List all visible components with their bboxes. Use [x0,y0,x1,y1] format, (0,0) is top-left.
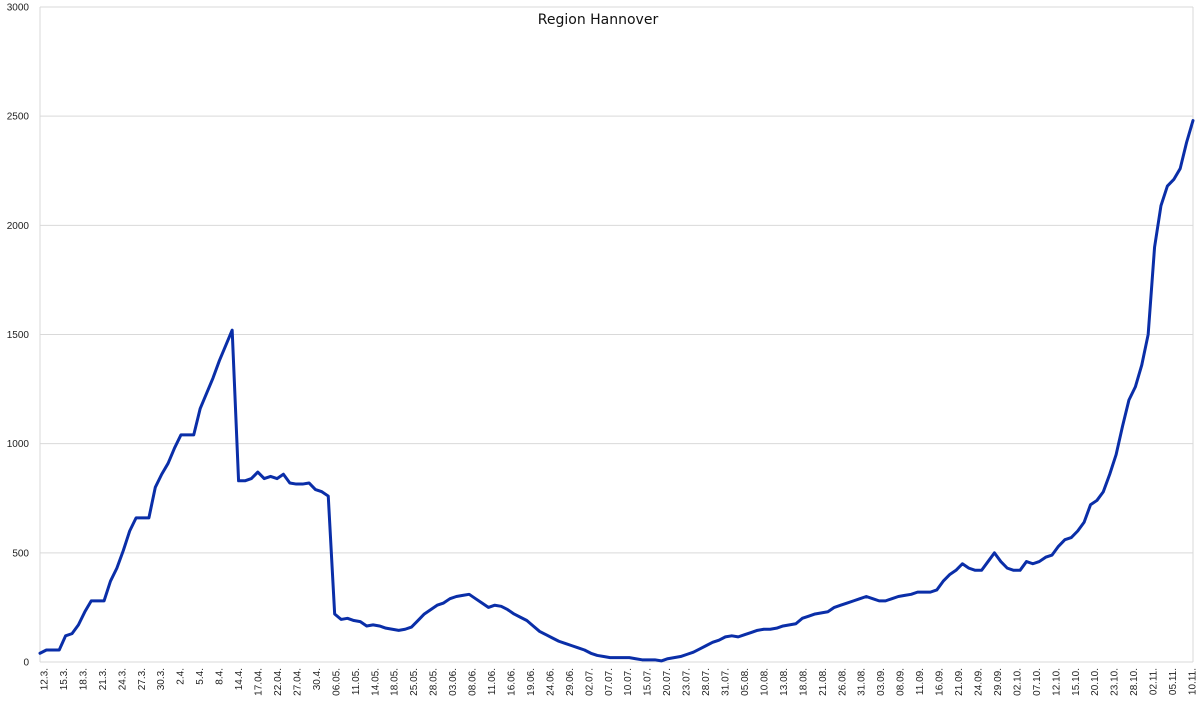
y-tick-label: 1000 [7,439,30,450]
x-tick-label: 26.08. [837,668,848,696]
x-tick-label: 02.11. [1149,668,1160,695]
x-tick-label: 31.08. [857,668,868,696]
x-tick-label: 10.08. [759,668,770,696]
x-tick-label: 21.3. [98,668,109,690]
x-tick-label: 06.05. [331,668,342,696]
y-tick-label: 1500 [7,330,30,341]
x-tick-label: 07.10. [1032,668,1043,696]
x-tick-label: 19.06. [526,668,537,696]
x-tick-label: 02.07. [584,668,595,696]
series-layer [38,119,1195,663]
x-tick-label: 18.05. [390,668,401,696]
x-tick-label: 10.07. [623,668,634,696]
x-tick-label: 11.05. [351,668,362,695]
x-tick-label: 27.3. [137,668,148,690]
x-tick-label: 05.11. [1168,668,1179,695]
x-tick-label: 24.09. [974,668,985,696]
x-tick-label: 23.07. [682,668,693,696]
x-tick-label: 8.4. [215,668,226,685]
x-tick-label: 03.09. [876,668,887,696]
x-tick-label: 12.10. [1051,668,1062,696]
x-tick-label: 25.05. [409,668,420,696]
x-tick-label: 2.4. [176,668,187,685]
chart-title: Region Hannover [538,12,659,28]
x-tick-label: 29.09. [993,668,1004,696]
x-tick-label: 24.3. [117,668,128,690]
y-axis-tick-labels: 0 500 1000 1500 2000 2500 3000 [7,3,30,669]
x-tick-label: 21.08. [818,668,829,696]
x-tick-label: 16.09. [935,668,946,696]
x-tick-label: 22.04. [273,668,284,696]
x-tick-label: 18.3. [78,668,89,690]
x-tick-label: 5.4. [195,668,206,685]
x-tick-label: 12.3. [40,668,51,690]
x-tick-label: 03.06. [448,668,459,696]
x-tick-label: 15.10. [1071,668,1082,696]
x-tick-label: 18.08. [798,668,809,696]
y-tick-label: 500 [12,548,29,559]
x-tick-label: 23.10. [1110,668,1121,696]
x-tick-label: 08.09. [896,668,907,696]
x-axis-tick-labels: 12.3. 15.3. 18.3. 21.3. 24.3. 27.3. 30.3. 2.4. 5… [40,668,1199,696]
x-tick-label: 31.07. [721,668,732,696]
y-tick-label: 2000 [7,221,30,232]
x-tick-label: 30.4. [312,668,323,690]
x-tick-label: 27.04. [292,668,303,696]
x-tick-label: 17.04. [254,668,265,696]
y-tick-label: 2500 [7,112,30,123]
x-tick-label: 11.09. [915,668,926,695]
x-tick-label: 05.08. [740,668,751,696]
x-tick-label: 21.09. [954,668,965,696]
x-tick-label: 29.06. [565,668,576,696]
x-tick-label: 02.10. [1012,668,1023,696]
x-tick-label: 08.06. [468,668,479,696]
x-tick-label: 15.3. [59,668,70,690]
x-tick-label: 28.10. [1129,668,1140,696]
x-tick-label: 28.05. [429,668,440,696]
series-line [38,119,1195,663]
x-tick-label: 20.07. [662,668,673,696]
x-tick-label: 11.06. [487,668,498,695]
y-tick-label: 3000 [7,3,30,14]
x-tick-label: 10.11. [1188,668,1199,695]
x-tick-label: 13.08. [779,668,790,696]
x-tick-label: 28.07. [701,668,712,696]
x-tick-label: 20.10. [1090,668,1101,696]
x-tick-label: 30.3. [156,668,167,690]
x-tick-label: 24.06. [545,668,556,696]
x-tick-label: 15.07. [643,668,654,696]
x-tick-label: 14.05. [370,668,381,696]
x-tick-label: 14.4. [234,668,245,690]
grid-lines [39,6,1194,663]
x-tick-label: 16.06. [507,668,518,696]
x-tick-label: 07.07. [604,668,615,696]
y-tick-label: 0 [23,658,29,669]
